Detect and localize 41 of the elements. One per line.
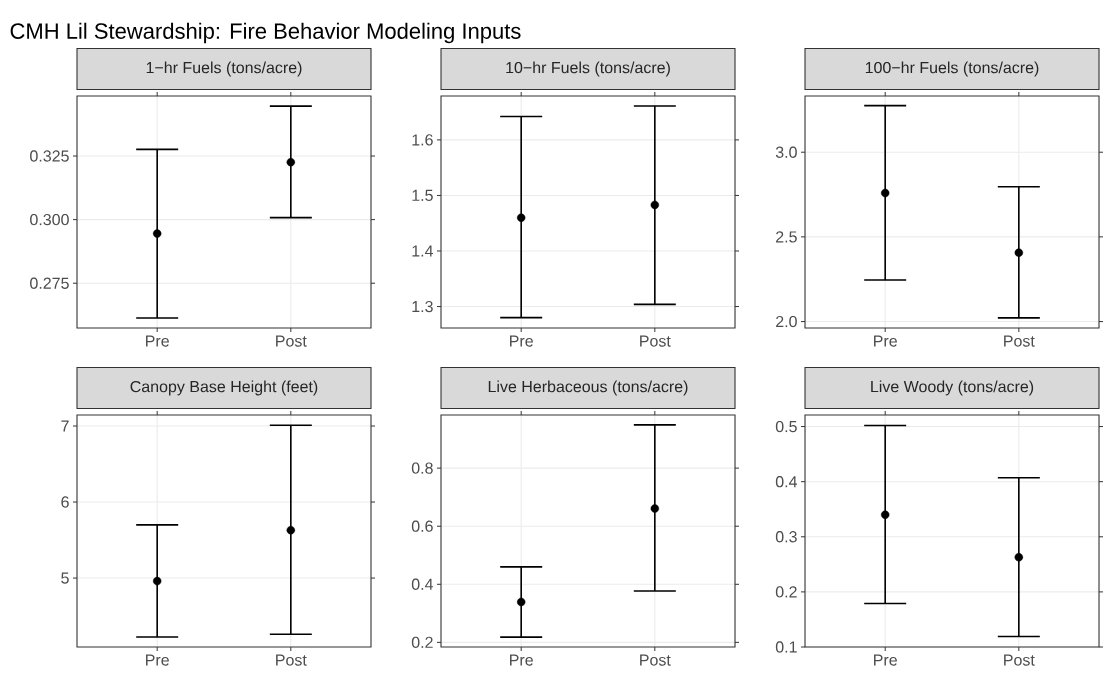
x-tick-label: Pre: [146, 654, 169, 666]
y-tick-label: 0.325: [30, 150, 69, 162]
x-tick-label: Post: [640, 335, 671, 347]
y-tick-label: 0.4: [411, 578, 434, 590]
chart-title: 100−hr Fuels (tons/acre): [865, 61, 1039, 77]
chart-title: Live Herbaceous (tons/acre): [488, 380, 688, 396]
y-tick-label: 2.5: [776, 231, 797, 243]
y-tick-label: 0.4: [775, 476, 798, 488]
chart-title: 10−hr Fuels (tons/acre): [506, 61, 670, 77]
y-tick-label: 0.2: [411, 636, 433, 649]
chart-title: Live Woody (tons/acre): [871, 380, 1034, 396]
x-tick-label: Pre: [874, 335, 897, 347]
y-tick-label: 5: [61, 572, 69, 584]
x-tick-label: Pre: [510, 654, 533, 666]
y-tick-label: 0.6: [411, 520, 433, 532]
y-tick-label: 6: [61, 496, 69, 508]
y-tick-label: 0.2: [775, 586, 797, 598]
y-tick-label: 2.0: [776, 315, 797, 328]
y-tick-label: 1.4: [412, 245, 434, 257]
y-tick-label: 1.3: [412, 300, 433, 313]
y-tick-label: 1.5: [412, 189, 433, 202]
x-tick-label: Pre: [510, 335, 533, 347]
y-tick-label: 0.8: [411, 462, 433, 474]
y-tick-label: 0.300: [30, 213, 69, 226]
text: CMH Lil Stewardship: Fire Behavior Modeling Inputs: [10, 22, 521, 44]
y-tick-label: 3.0: [775, 146, 797, 158]
chart-title: 1−hr Fuels (tons/acre): [146, 61, 302, 77]
x-tick-label: Post: [640, 654, 671, 666]
x-tick-label: Pre: [874, 654, 897, 666]
y-tick-label: 0.275: [30, 277, 69, 289]
x-tick-label: Post: [1004, 654, 1035, 666]
y-tick-label: 7: [61, 420, 69, 432]
y-tick-label: 1.6: [412, 134, 433, 146]
x-tick-label: Post: [276, 335, 307, 347]
x-tick-label: Post: [276, 654, 307, 666]
y-tick-label: 0.1: [775, 641, 797, 653]
x-tick-label: Pre: [146, 335, 169, 347]
chart-title: Canopy Base Height (feet): [130, 380, 318, 396]
y-tick-label: 0.3: [775, 531, 797, 543]
y-tick-label: 0.5: [775, 420, 797, 433]
x-tick-label: Post: [1004, 335, 1035, 347]
